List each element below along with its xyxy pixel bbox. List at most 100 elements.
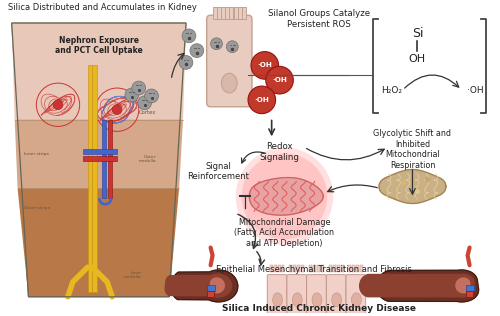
Bar: [348, 265, 352, 272]
Bar: [274, 265, 276, 272]
Ellipse shape: [360, 278, 388, 290]
FancyArrowPatch shape: [242, 152, 265, 163]
Bar: [282, 265, 284, 272]
Text: ·OH: ·OH: [254, 97, 270, 103]
Polygon shape: [250, 178, 323, 215]
Circle shape: [190, 44, 203, 58]
FancyBboxPatch shape: [267, 275, 287, 315]
Bar: [206, 291, 214, 297]
Bar: [301, 265, 304, 272]
Bar: [238, 7, 242, 19]
Text: Redox
Signaling: Redox Signaling: [260, 142, 300, 161]
Polygon shape: [376, 270, 478, 302]
Circle shape: [236, 148, 333, 245]
Ellipse shape: [292, 293, 302, 307]
Bar: [332, 265, 336, 272]
Text: Mitochondrial Damage
(Fatty Acid Accumulation
and ATP Depletion): Mitochondrial Damage (Fatty Acid Accumul…: [234, 218, 334, 248]
Bar: [108, 119, 112, 198]
Bar: [313, 265, 316, 272]
Bar: [356, 265, 360, 272]
Circle shape: [53, 100, 63, 110]
Bar: [234, 7, 237, 19]
FancyBboxPatch shape: [206, 15, 252, 107]
Text: H₂O₂: H₂O₂: [381, 86, 402, 94]
Bar: [82, 149, 117, 154]
Circle shape: [226, 41, 238, 52]
Circle shape: [138, 96, 151, 110]
FancyBboxPatch shape: [287, 275, 306, 315]
Bar: [92, 65, 98, 292]
Text: Glycolytic Shift and
Inhibited
Mitochondrial
Respiration: Glycolytic Shift and Inhibited Mitochond…: [374, 129, 452, 170]
Bar: [298, 265, 300, 272]
Circle shape: [242, 154, 328, 239]
Circle shape: [112, 105, 122, 115]
Circle shape: [125, 88, 138, 102]
FancyBboxPatch shape: [326, 275, 346, 315]
Bar: [225, 7, 229, 19]
Circle shape: [132, 81, 145, 95]
Bar: [336, 265, 340, 272]
Bar: [212, 7, 216, 19]
Ellipse shape: [312, 293, 322, 307]
FancyBboxPatch shape: [346, 275, 366, 315]
Polygon shape: [210, 278, 224, 293]
Text: Inner stripe: Inner stripe: [24, 152, 48, 156]
Ellipse shape: [332, 293, 342, 307]
Polygon shape: [172, 270, 238, 302]
Text: Si: Si: [412, 27, 423, 40]
Ellipse shape: [396, 284, 423, 296]
Polygon shape: [360, 274, 474, 297]
Bar: [294, 265, 296, 272]
Polygon shape: [12, 23, 186, 297]
Bar: [466, 285, 473, 291]
Text: Silica Distributed and Accumulates in Kidney: Silica Distributed and Accumulates in Ki…: [8, 3, 196, 12]
Bar: [88, 65, 92, 292]
Bar: [360, 265, 363, 272]
Polygon shape: [379, 169, 446, 204]
Polygon shape: [165, 274, 232, 297]
Bar: [340, 265, 344, 272]
Text: Epithelial Mesenchymal Transition and Fibrosis: Epithelial Mesenchymal Transition and Fi…: [216, 265, 412, 274]
Text: Silica Induced Chronic Kidney Disease: Silica Induced Chronic Kidney Disease: [222, 304, 416, 313]
Polygon shape: [12, 23, 186, 119]
FancyBboxPatch shape: [306, 275, 326, 315]
Polygon shape: [456, 278, 470, 293]
Polygon shape: [18, 188, 179, 297]
Bar: [278, 265, 280, 272]
Text: ·OH: ·OH: [466, 86, 483, 94]
Bar: [290, 265, 292, 272]
Bar: [230, 7, 234, 19]
Text: ·OH: ·OH: [272, 77, 287, 83]
FancyArrowPatch shape: [238, 214, 258, 248]
Text: Silanol Groups Catalyze
Persistent ROS: Silanol Groups Catalyze Persistent ROS: [268, 9, 370, 29]
Bar: [317, 265, 320, 272]
Ellipse shape: [352, 293, 362, 307]
Bar: [221, 7, 225, 19]
Circle shape: [251, 52, 278, 79]
Bar: [268, 313, 366, 316]
Text: Signal
Reinforcement: Signal Reinforcement: [188, 162, 250, 181]
Ellipse shape: [272, 293, 282, 307]
Bar: [466, 291, 472, 297]
Bar: [329, 265, 332, 272]
Bar: [206, 285, 214, 291]
Ellipse shape: [222, 73, 237, 93]
Text: Cortex: Cortex: [139, 110, 156, 115]
Circle shape: [144, 89, 158, 103]
Text: Nephron Exposure
and PCT Cell Uptake: Nephron Exposure and PCT Cell Uptake: [56, 36, 143, 55]
Text: OH: OH: [409, 54, 426, 64]
Bar: [321, 265, 324, 272]
Bar: [242, 7, 246, 19]
Text: Inner
medulla: Inner medulla: [124, 271, 142, 279]
Bar: [270, 265, 272, 272]
Circle shape: [248, 86, 276, 114]
Bar: [352, 265, 356, 272]
Text: Outer
medulla: Outer medulla: [139, 155, 156, 163]
Circle shape: [266, 66, 293, 94]
Text: Outer stripe: Outer stripe: [24, 206, 50, 210]
Circle shape: [182, 29, 196, 43]
Bar: [309, 265, 312, 272]
Bar: [102, 119, 106, 198]
Text: ·OH: ·OH: [258, 62, 272, 68]
Ellipse shape: [378, 281, 406, 293]
